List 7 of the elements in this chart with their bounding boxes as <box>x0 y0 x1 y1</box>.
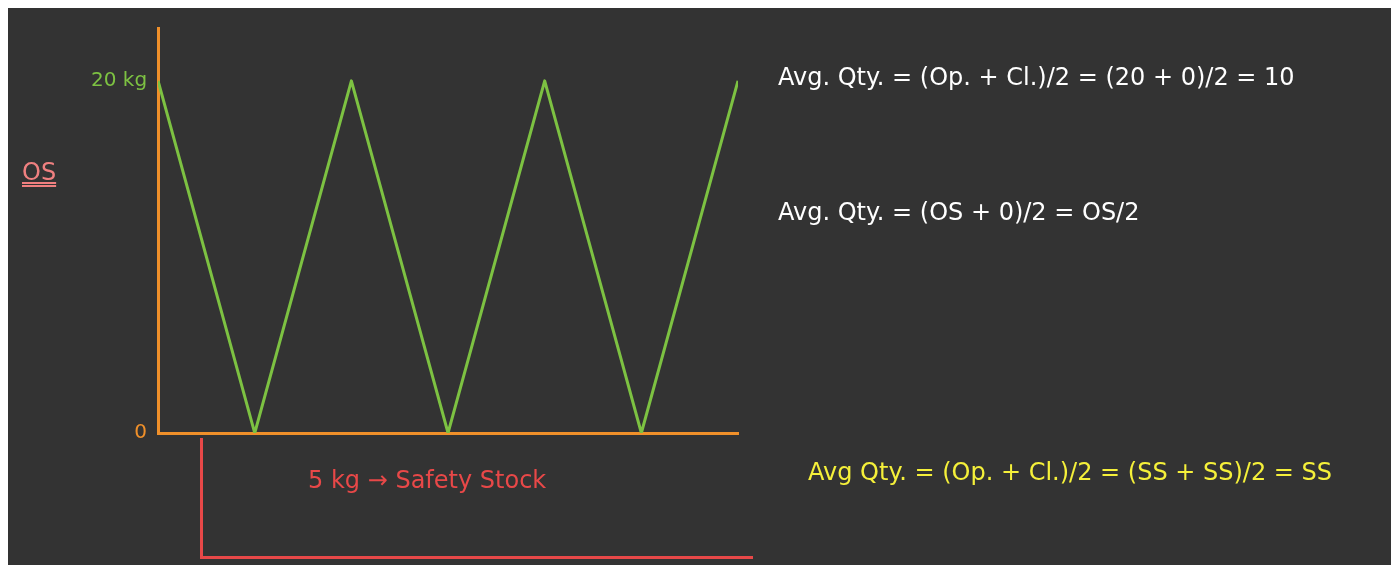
text: Avg Qty. = (Op. + Cl.)/2 = (SS + SS)/2 = SS <box>808 458 1333 486</box>
text: Avg. Qty. = (OS + 0)/2 = OS/2 <box>778 198 1141 226</box>
y-tick-label: 0 <box>134 419 148 444</box>
text: OS <box>22 158 57 186</box>
y-tick-label: 20 kg <box>90 67 148 92</box>
text: 5 kg → Safety Stock <box>308 466 547 494</box>
text: Avg. Qty. = (Op. + Cl.)/2 = (20 + 0)/2 = 10 <box>778 63 1296 91</box>
